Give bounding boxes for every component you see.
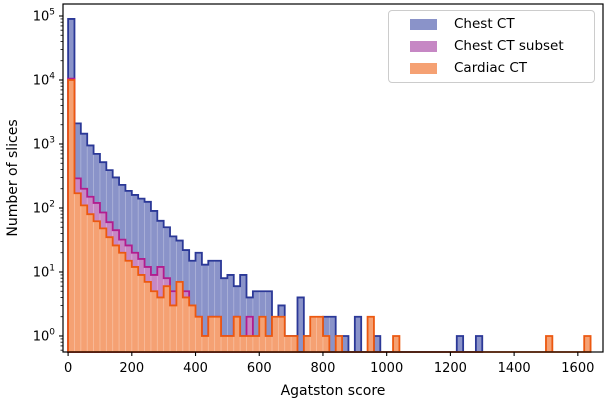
legend-swatch-cardiac-ct [410,63,437,74]
x-axis-ticks: 0 200 400 600 800 1000 1200 1400 1600 [64,352,594,376]
legend-item: Chest CT subset [389,36,594,58]
y-tick-label: 103 [33,135,55,152]
x-tick-label: 200 [119,361,144,376]
legend-swatch-chest-ct-subset [410,41,437,52]
x-tick-label: 0 [64,361,72,376]
y-tick-label: 101 [33,263,55,280]
x-tick-label: 1600 [561,361,594,376]
x-tick-label: 400 [183,361,208,376]
x-tick-label: 1000 [370,361,403,376]
plot-area-border [62,3,604,353]
legend-item: Cardiac CT [389,58,594,80]
legend-label: Cardiac CT [454,59,527,76]
y-axis-ticks: 100 101 102 103 104 105 [33,8,63,344]
y-tick-label: 104 [33,72,56,89]
x-tick-label: 600 [247,361,272,376]
x-tick-label: 800 [311,361,336,376]
y-tick-label: 102 [33,199,55,216]
x-axis-label: Agatston score [280,383,386,399]
x-tick-label: 1200 [434,361,467,376]
y-axis-label: Number of slices [5,119,21,237]
legend-label: Chest CT [454,15,515,32]
legend-item: Chest CT [389,14,594,36]
series-fill [68,80,591,352]
y-tick-label: 105 [33,8,55,25]
legend-swatch-chest-ct [410,19,437,30]
legend-label: Chest CT subset [454,37,564,54]
x-tick-label: 1400 [498,361,531,376]
y-axis-minor-ticks [60,18,63,351]
legend-box: Chest CT Chest CT subset Cardiac CT [388,10,595,83]
y-tick-label: 100 [33,327,56,344]
series-fill [68,18,483,353]
